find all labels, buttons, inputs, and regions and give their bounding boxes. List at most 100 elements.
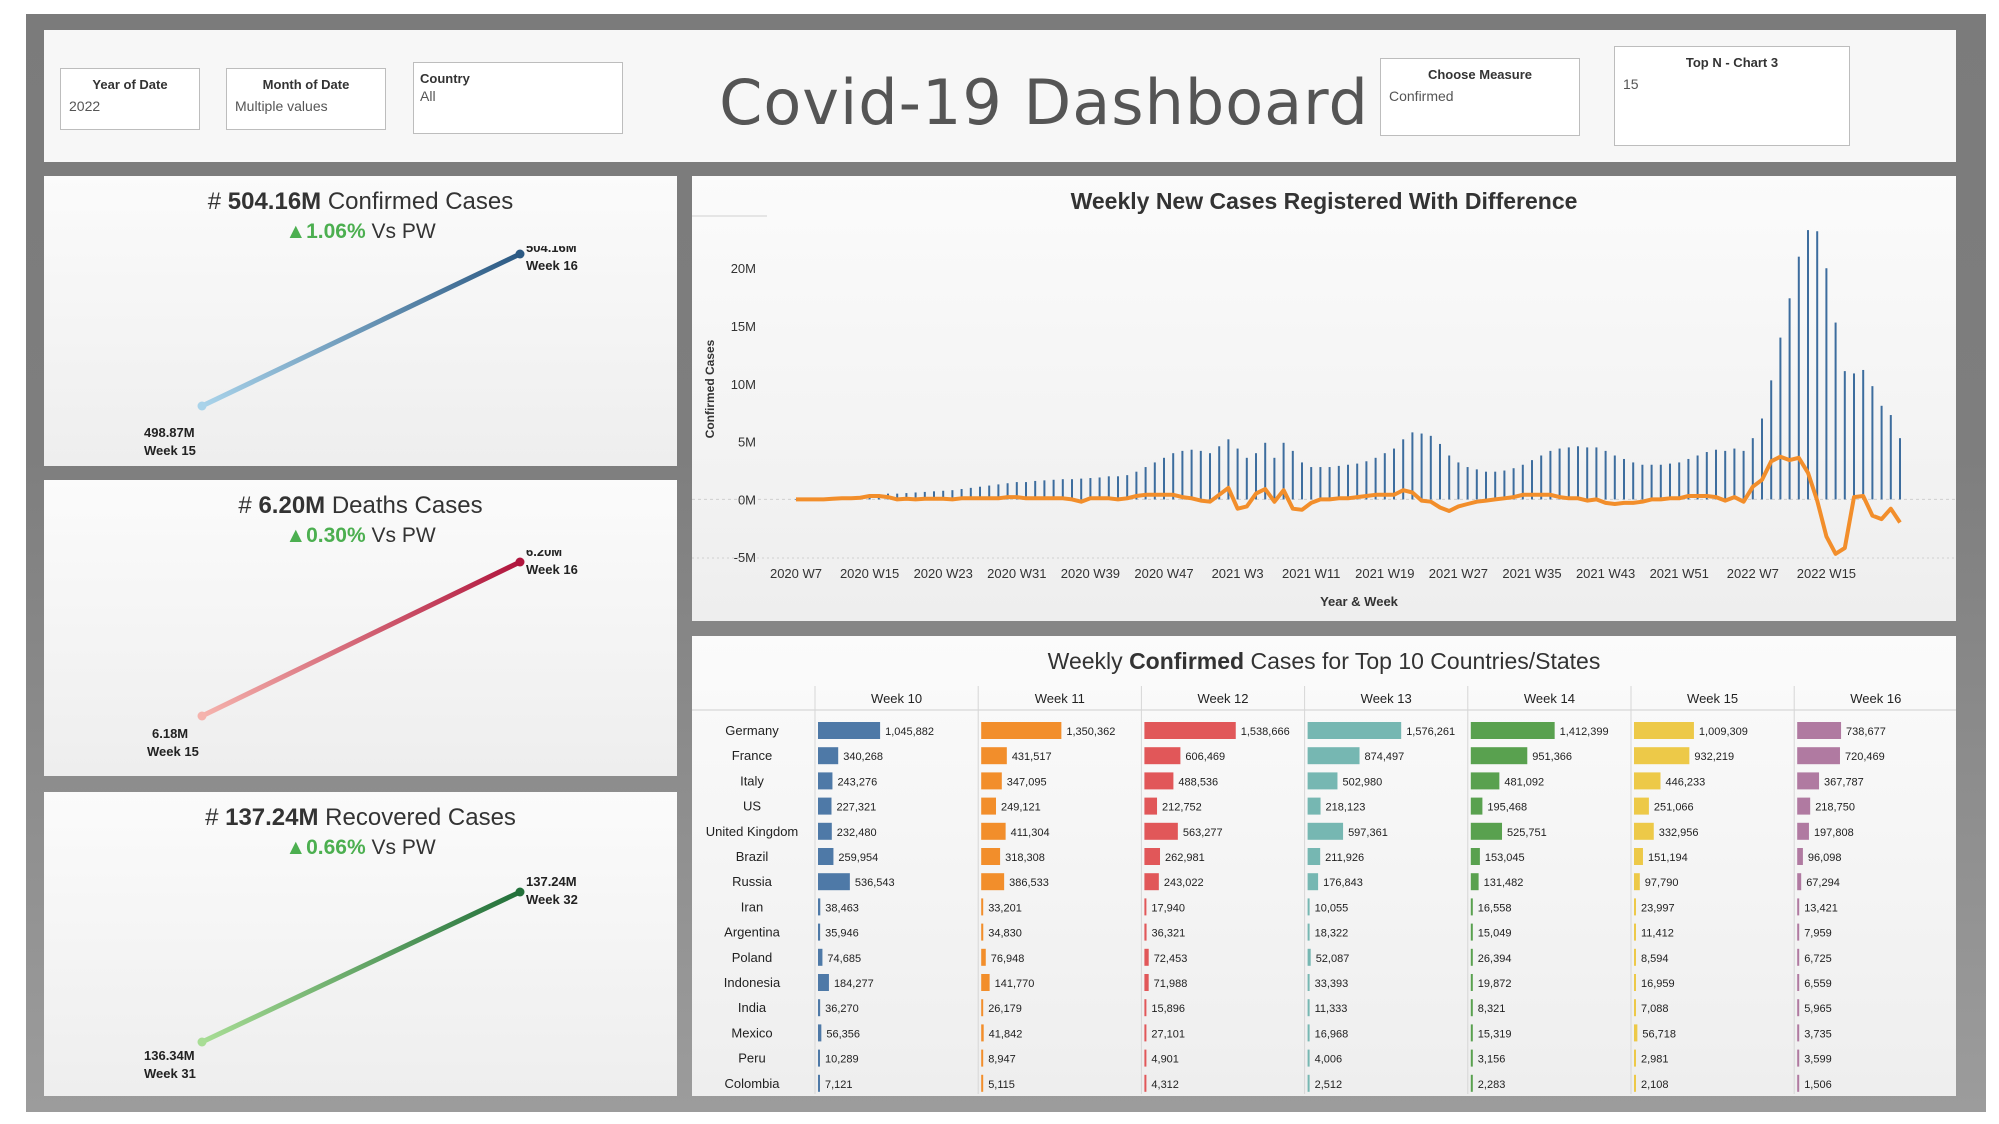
bar-value-label: 1,538,666 (1241, 726, 1290, 738)
weekly-bar (923, 491, 926, 500)
bar-value-label: 17,940 (1151, 902, 1185, 914)
weekly-bar (1475, 469, 1478, 500)
x-tick-label: 2021 W19 (1355, 566, 1414, 581)
table-bar (1470, 772, 1500, 790)
month-filter-value: Multiple values (235, 98, 328, 114)
table-bar (818, 873, 850, 891)
x-tick-label: 2020 W15 (840, 566, 899, 581)
table-bar (1307, 923, 1310, 941)
y-tick-label: 15M (731, 319, 756, 334)
year-filter[interactable]: Year of Date 2022 (60, 68, 200, 130)
weekly-bar (1632, 462, 1635, 500)
kpi-change-pct: 1.06% (306, 220, 366, 243)
table-bar (818, 848, 834, 865)
table-bar (1470, 1024, 1473, 1042)
y-tick-label: -5M (734, 550, 756, 565)
table-bar (1634, 747, 1690, 765)
bar-value-label: 211,926 (1325, 852, 1364, 864)
bar-value-label: 2,512 (1315, 1079, 1343, 1091)
table-bar (1144, 822, 1178, 840)
bar-value-label: 563,277 (1183, 827, 1223, 839)
table-bar (818, 1049, 820, 1067)
bar-value-label: 212,752 (1162, 802, 1202, 814)
weekly-bar (1788, 298, 1791, 500)
table-bar (818, 822, 832, 840)
weekly-bar (1439, 443, 1441, 500)
kpi-change-pct: 0.30% (306, 524, 366, 547)
table-bar (1470, 722, 1555, 739)
weekly-bar (1301, 462, 1303, 500)
top-countries-panel: Weekly Confirmed Cases for Top 10 Countr… (692, 636, 1956, 1096)
kpi-start-point (197, 711, 207, 721)
x-tick-label: 2020 W7 (770, 566, 822, 581)
table-bar (1470, 822, 1503, 840)
weekly-bar (1236, 448, 1239, 500)
row-label: Peru (738, 1051, 765, 1066)
bar-value-label: 56,718 (1642, 1028, 1676, 1040)
table-bar (1797, 948, 1800, 966)
bar-value-label: 218,750 (1815, 802, 1855, 814)
kpi-recovered-panel: # 137.24M Recovered Cases ▲0.66% Vs PW 1… (44, 792, 677, 1096)
row-label: Iran (741, 899, 763, 914)
table-bar (818, 999, 821, 1017)
kpi-trend-line (200, 251, 522, 409)
weekly-bar (1107, 476, 1110, 500)
bar-value-label: 33,201 (988, 902, 1022, 914)
bar-value-label: 56,356 (826, 1028, 860, 1040)
bar-value-label: 951,366 (1532, 751, 1572, 763)
table-bar (1797, 772, 1820, 790)
table-bar (1307, 747, 1360, 765)
kpi-change-pct: 0.66% (306, 836, 366, 859)
weekly-bar (1163, 457, 1165, 500)
measure-filter-value: Confirmed (1389, 88, 1454, 104)
kpi-end-value: 504.16M (526, 246, 577, 255)
table-bar (1797, 1049, 1800, 1067)
bar-value-label: 18,322 (1315, 928, 1349, 940)
bar-value-label: 1,009,309 (1699, 726, 1748, 738)
table-bar (1144, 974, 1149, 991)
table-bar (818, 722, 881, 739)
table-bar (981, 848, 1001, 865)
bar-value-label: 3,735 (1804, 1028, 1832, 1040)
table-bar (1634, 923, 1636, 941)
kpi-vs: Vs PW (371, 220, 436, 243)
weekly-bar (1282, 442, 1285, 500)
table-bar (1634, 772, 1661, 790)
kpi-value: 6.20M (258, 492, 326, 519)
bar-value-label: 347,095 (1007, 776, 1047, 788)
table-bar (1797, 1074, 1800, 1092)
bar-value-label: 151,194 (1648, 852, 1688, 864)
table-bar (818, 797, 832, 815)
table-bar (1634, 873, 1640, 891)
difference-line (796, 454, 1902, 556)
kpi-start-point (197, 1037, 207, 1047)
kpi-end-value: 137.24M (526, 874, 577, 889)
weekly-bar (1871, 386, 1874, 500)
table-bar (1307, 873, 1319, 891)
y-tick-label: 0M (738, 492, 756, 507)
weekly-bar (1365, 461, 1368, 500)
weekly-bar (969, 487, 972, 500)
kpi-hash: # (205, 804, 219, 831)
row-label: Poland (732, 950, 772, 965)
weekly-bar (933, 491, 935, 500)
table-bar (1307, 1049, 1310, 1067)
measure-filter[interactable]: Choose Measure Confirmed (1380, 58, 1580, 136)
topn-filter[interactable]: Top N - Chart 3 15 (1614, 46, 1850, 146)
year-filter-label: Year of Date (92, 77, 168, 92)
bar-value-label: 72,453 (1154, 953, 1188, 965)
weekly-bar (1586, 447, 1589, 500)
bar-value-label: 3,156 (1478, 1054, 1506, 1066)
bar-value-label: 1,412,399 (1560, 726, 1609, 738)
table-bar (1144, 948, 1149, 966)
bar-value-label: 249,121 (1001, 802, 1041, 814)
month-filter[interactable]: Month of Date Multiple values (226, 68, 386, 130)
weekly-chart-panel: Weekly New Cases Registered With Differe… (692, 176, 1956, 621)
topn-filter-value: 15 (1623, 76, 1639, 92)
kpi-start-week: Week 31 (144, 1066, 196, 1081)
kpi-end-week: Week 32 (526, 892, 578, 907)
country-filter[interactable]: Country All (413, 62, 623, 134)
kpi-label: Recovered Cases (325, 804, 516, 831)
bar-value-label: 197,808 (1814, 827, 1854, 839)
weekly-bar (1751, 438, 1754, 500)
